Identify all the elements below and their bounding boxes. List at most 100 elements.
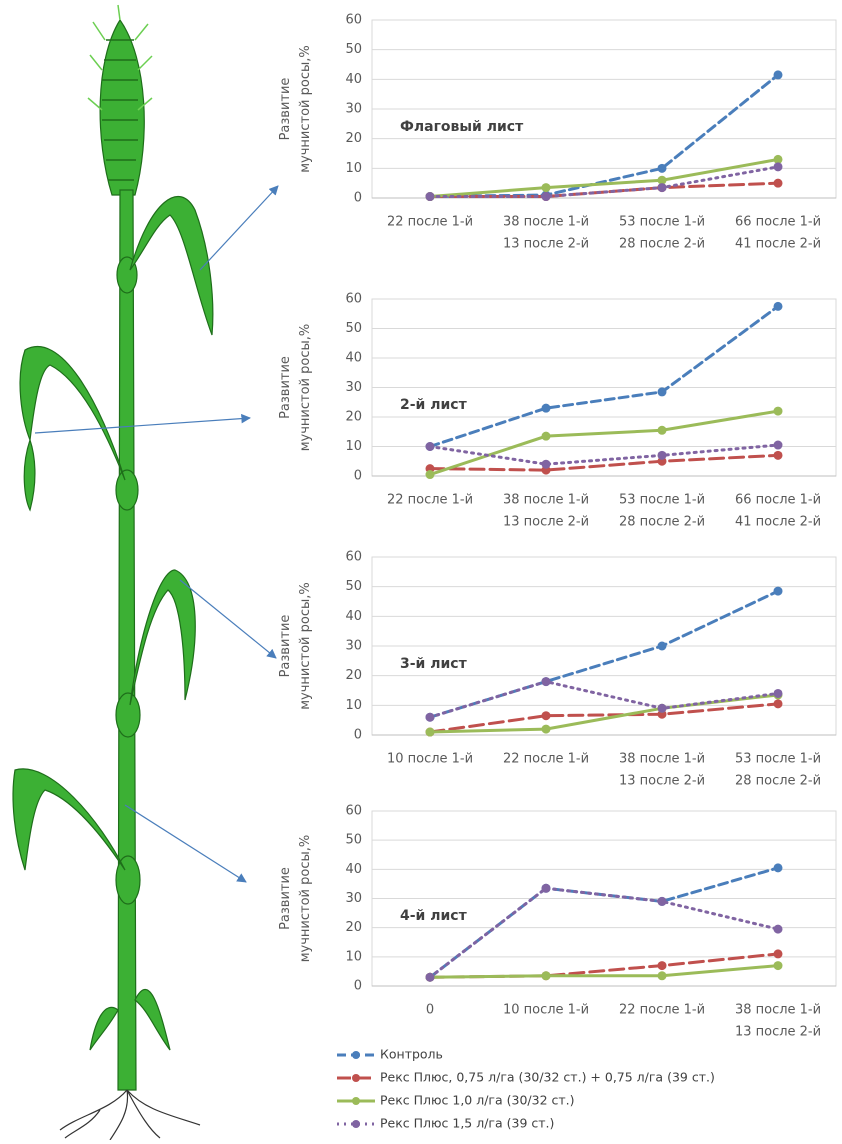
y-tick-label: 20 [345, 668, 362, 683]
y-axis-label: Развитиемучнистой росы,% [278, 324, 313, 452]
y-tick-label: 60 [345, 292, 362, 307]
y-tick-label: 0 [354, 469, 362, 484]
data-point [426, 973, 435, 982]
y-tick-label: 0 [354, 728, 362, 743]
x-tick-label: 28 после 2-й [735, 774, 821, 789]
y-axis-label-line: мучнистой росы,% [298, 582, 313, 710]
data-point [774, 699, 783, 708]
data-point [658, 164, 667, 173]
data-point [774, 302, 783, 311]
x-tick-label: 28 после 2-й [619, 515, 705, 530]
data-point [774, 961, 783, 970]
data-point [774, 925, 783, 934]
x-tick-label: 38 после 1-й [503, 493, 589, 508]
y-tick-label: 10 [345, 949, 362, 964]
chart-title: 2-й лист [400, 397, 468, 413]
data-point [658, 704, 667, 713]
x-tick-label: 66 после 1-й [735, 215, 821, 230]
data-point [658, 961, 667, 970]
data-point [542, 725, 551, 734]
data-point [774, 949, 783, 958]
x-tick-label: 10 после 1-й [387, 752, 473, 767]
legend-label: Контроль [380, 1047, 443, 1062]
x-tick-label: 41 после 2-й [735, 515, 821, 530]
legend-label: Рекс Плюс 1,0 л/га (30/32 ст.) [380, 1093, 575, 1108]
legend-label: Рекс Плюс 1,5 л/га (39 ст.) [380, 1116, 554, 1131]
y-axis-label-line: мучнистой росы,% [298, 45, 313, 173]
x-tick-label: 41 после 2-й [735, 237, 821, 252]
data-point [426, 192, 435, 201]
y-tick-label: 40 [345, 609, 362, 624]
data-point [542, 711, 551, 720]
x-tick-label: 13 после 2-й [735, 1025, 821, 1040]
x-tick-label: 13 после 2-й [619, 774, 705, 789]
y-tick-label: 50 [345, 321, 362, 336]
x-tick-label: 66 после 1-й [735, 493, 821, 508]
data-point [426, 442, 435, 451]
x-tick-label: 13 после 2-й [503, 515, 589, 530]
figure: 0 10 20 30 40 50 60 Развитие мучнистой росы,% Фла… [0, 0, 842, 1140]
series-line [430, 682, 778, 718]
data-point [774, 587, 783, 596]
data-point [542, 192, 551, 201]
data-point [426, 728, 435, 737]
data-point [658, 387, 667, 396]
data-point [426, 470, 435, 479]
y-axis-label-line: мучнистой росы,% [298, 835, 313, 963]
y-tick-label: 40 [345, 862, 362, 877]
x-tick-label: 53 после 1-й [619, 215, 705, 230]
y-tick-label: 10 [345, 439, 362, 454]
chart-title: Флаговый лист [400, 119, 524, 135]
data-point [774, 689, 783, 698]
data-point [658, 183, 667, 192]
x-tick-label: 13 после 2-й [503, 237, 589, 252]
legend-label: Рекс Плюс, 0,75 л/га (30/32 ст.) + 0,75 … [380, 1070, 715, 1085]
data-point [542, 971, 551, 980]
data-point [542, 677, 551, 686]
data-point [658, 642, 667, 651]
legend-marker [352, 1097, 360, 1105]
y-tick-label: 30 [345, 891, 362, 906]
series-line [430, 888, 778, 977]
series-line [430, 954, 778, 977]
y-tick-label: 50 [345, 833, 362, 848]
data-point [774, 441, 783, 450]
y-axis-label-line: Развитие [278, 615, 293, 678]
x-tick-label: 28 после 2-й [619, 237, 705, 252]
data-point [658, 971, 667, 980]
data-point [542, 460, 551, 469]
y-tick-label: 30 [345, 102, 362, 117]
chart-title: 4-й лист [400, 908, 468, 924]
arrows [35, 186, 278, 882]
x-tick-label: 38 после 1-й [503, 215, 589, 230]
y-tick-label: 50 [345, 42, 362, 57]
data-point [426, 713, 435, 722]
y-tick-label: 0 [354, 191, 362, 206]
y-tick-label: 30 [345, 380, 362, 395]
y-tick-label: 0 [354, 979, 362, 994]
y-tick-label: 40 [345, 351, 362, 366]
data-point [658, 426, 667, 435]
chart-title: 3-й лист [400, 656, 468, 672]
y-tick-label: 60 [345, 13, 362, 28]
series-line [430, 75, 778, 197]
data-point [774, 70, 783, 79]
y-tick-label: 20 [345, 920, 362, 935]
legend-marker [352, 1120, 360, 1128]
y-tick-label: 20 [345, 410, 362, 425]
y-tick-label: 10 [345, 698, 362, 713]
y-axis-label: Развитие мучнистой росы,% [278, 835, 313, 963]
data-point [774, 162, 783, 171]
x-tick-label: 0 [426, 1003, 434, 1018]
x-tick-label: 38 после 1-й [735, 1003, 821, 1018]
plant-drawing [13, 5, 213, 1140]
legend-marker [352, 1074, 360, 1082]
data-point [542, 432, 551, 441]
y-tick-label: 60 [345, 550, 362, 565]
data-point [658, 897, 667, 906]
y-axis-label: Развитие мучнистой росы,% [278, 582, 313, 710]
y-axis-label-line: Развитие [278, 867, 293, 930]
series-line [430, 591, 778, 717]
y-axis-label-line: мучнистой росы,% [298, 324, 313, 452]
